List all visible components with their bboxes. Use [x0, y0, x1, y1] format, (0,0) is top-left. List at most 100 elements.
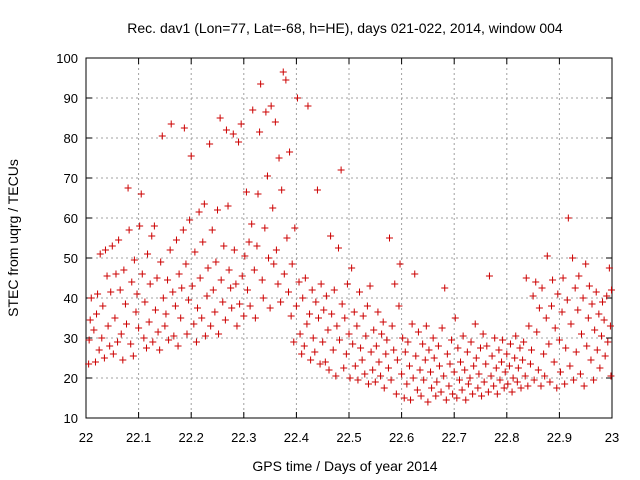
data-point	[248, 220, 256, 228]
data-point	[569, 254, 577, 262]
data-point	[227, 284, 235, 292]
data-point	[576, 370, 584, 378]
data-point	[124, 184, 132, 192]
data-point	[179, 226, 187, 234]
data-point	[528, 346, 536, 354]
data-point	[85, 336, 93, 344]
data-point	[85, 360, 93, 368]
x-tick-label: 22.7	[442, 430, 467, 445]
data-point	[593, 346, 601, 354]
data-point	[412, 352, 420, 360]
data-point	[190, 320, 198, 328]
data-point	[93, 310, 101, 318]
data-point	[404, 338, 412, 346]
data-point	[488, 352, 496, 360]
data-point	[411, 270, 419, 278]
data-point	[301, 274, 309, 282]
data-point	[425, 346, 433, 354]
data-point	[132, 308, 140, 316]
data-point	[590, 376, 598, 384]
data-point	[443, 350, 451, 358]
data-point	[298, 350, 306, 358]
data-point	[216, 114, 224, 122]
data-point	[519, 356, 527, 364]
data-point	[483, 342, 491, 350]
data-point	[401, 348, 409, 356]
data-point	[482, 360, 490, 368]
data-point	[388, 322, 396, 330]
data-point	[591, 326, 599, 334]
data-point	[336, 336, 344, 344]
data-point	[477, 344, 484, 352]
data-point	[606, 322, 614, 330]
data-point	[551, 324, 559, 332]
data-point	[103, 272, 111, 280]
data-point	[229, 130, 237, 138]
data-point	[150, 222, 158, 230]
data-point	[480, 378, 488, 386]
y-axis-label: STEC from uqrg / TECUs	[5, 159, 21, 317]
data-point	[123, 320, 131, 328]
data-point	[228, 304, 236, 312]
data-point	[341, 314, 349, 322]
data-point	[196, 274, 204, 282]
data-point	[157, 258, 165, 266]
data-point	[186, 216, 194, 224]
data-point	[151, 306, 159, 314]
data-point	[198, 314, 206, 322]
data-point	[169, 288, 177, 296]
data-point	[156, 346, 164, 354]
data-point	[500, 384, 508, 392]
data-point	[183, 330, 191, 338]
data-point	[455, 376, 463, 384]
data-point	[109, 350, 117, 358]
data-point	[299, 294, 307, 302]
data-point	[445, 382, 453, 390]
data-point	[575, 272, 583, 280]
data-point	[153, 274, 161, 282]
data-point	[607, 372, 615, 380]
data-point	[207, 322, 215, 330]
data-point	[538, 284, 546, 292]
data-point	[503, 350, 511, 358]
data-point	[490, 382, 498, 390]
data-point	[493, 390, 501, 398]
data-point	[96, 250, 104, 258]
data-point	[333, 322, 341, 330]
data-point	[475, 370, 483, 378]
data-point	[467, 338, 475, 346]
data-point	[241, 252, 249, 260]
data-point	[214, 206, 221, 214]
x-tick-label: 22.2	[179, 430, 204, 445]
data-point	[90, 326, 98, 334]
data-point	[459, 332, 467, 340]
data-point	[313, 186, 321, 194]
data-point	[327, 232, 335, 240]
data-point	[446, 360, 454, 368]
data-point	[492, 364, 500, 372]
data-point	[321, 358, 329, 366]
data-point	[393, 356, 401, 364]
data-point	[199, 238, 207, 246]
data-point	[362, 332, 370, 340]
data-point	[597, 332, 605, 340]
x-tick-label: 23	[605, 430, 619, 445]
data-point	[133, 290, 141, 298]
data-point	[478, 392, 486, 400]
data-point	[461, 366, 469, 374]
data-point	[398, 370, 406, 378]
data-point	[314, 314, 322, 322]
data-point	[400, 394, 408, 402]
data-point	[491, 334, 499, 342]
data-point	[366, 282, 374, 290]
x-tick-label: 22.3	[231, 430, 256, 445]
data-point	[114, 338, 122, 346]
data-point	[357, 344, 365, 352]
data-point	[253, 242, 261, 250]
data-point	[137, 190, 145, 198]
data-point	[541, 372, 549, 380]
data-point	[178, 284, 186, 292]
data-point	[532, 278, 540, 286]
data-point	[106, 342, 114, 350]
data-point	[217, 276, 225, 284]
